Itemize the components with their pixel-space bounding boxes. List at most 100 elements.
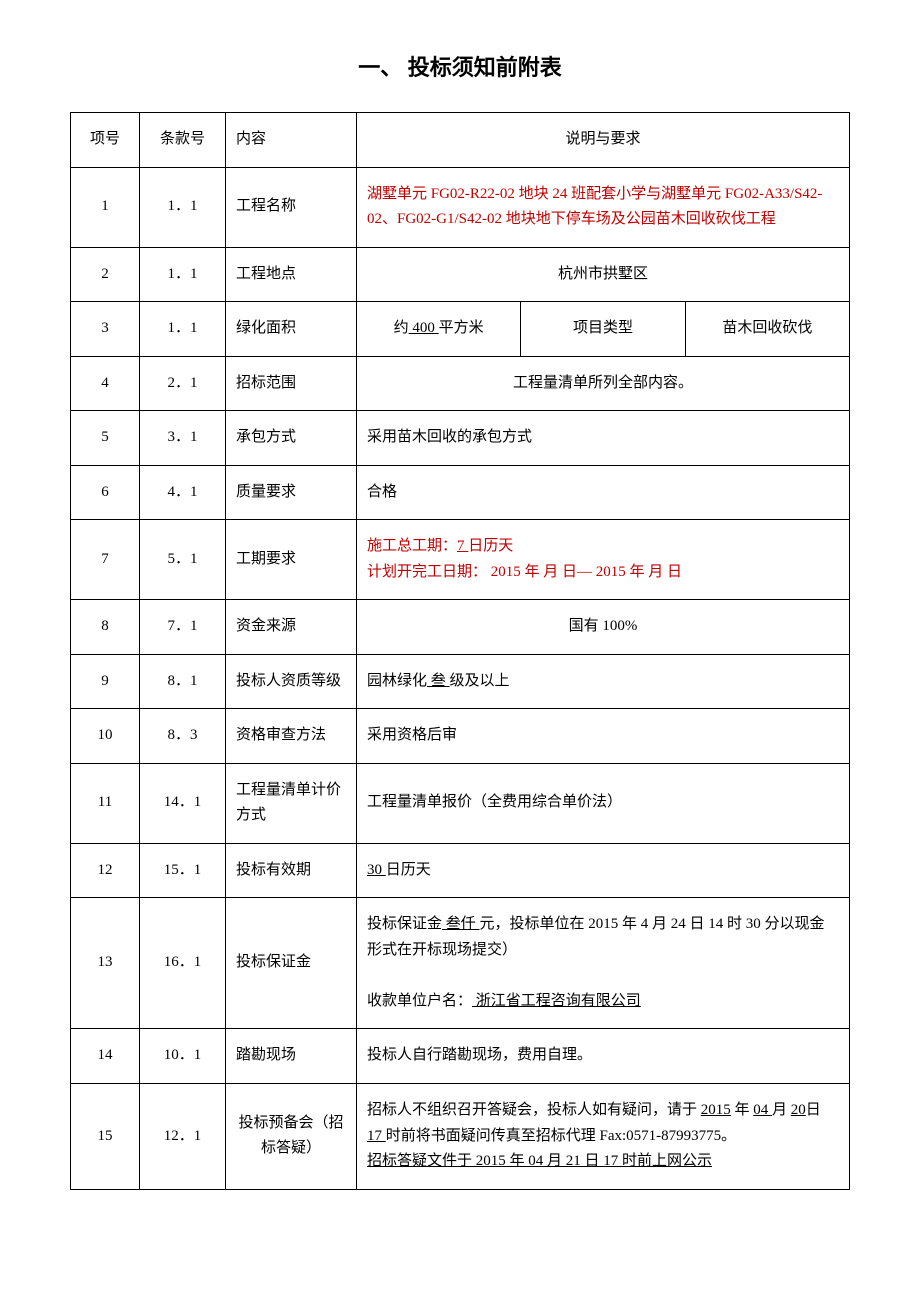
area-prefix: 约 (394, 320, 409, 336)
qual-suffix: 级及以上 (450, 673, 510, 689)
cell-content: 资金来源 (226, 600, 357, 655)
cell-num: 3 (71, 302, 140, 357)
duration-prefix: 施工总工期： (367, 538, 457, 554)
deposit-payee: 浙江省工程咨询有限公司 (472, 993, 641, 1009)
table-row: 5 3．1 承包方式 采用苗木回收的承包方式 (71, 411, 850, 466)
cell-type-label: 项目类型 (521, 302, 685, 357)
qa-p1a: 招标人不组织召开答疑会，投标人如有疑问，请于 (367, 1102, 701, 1118)
cell-clause: 7．1 (140, 600, 226, 655)
duration-value: 7 (457, 538, 468, 554)
validity-suffix: 日历天 (386, 862, 431, 878)
cell-content: 工程名称 (226, 167, 357, 247)
cell-desc: 施工总工期：7 日历天 计划开完工日期： 2015 年 月 日— 2015 年 … (357, 520, 850, 600)
cell-desc: 投标人自行踏勘现场，费用自理。 (357, 1029, 850, 1084)
header-clause: 条款号 (140, 113, 226, 168)
table-row: 9 8．1 投标人资质等级 园林绿化 叁 级及以上 (71, 654, 850, 709)
cell-clause: 8．1 (140, 654, 226, 709)
cell-desc: 合格 (357, 465, 850, 520)
page-title: 一、 投标须知前附表 (70, 50, 850, 82)
table-row: 11 14．1 工程量清单计价方式 工程量清单报价（全费用综合单价法） (71, 763, 850, 843)
qa-month: 04 (753, 1102, 772, 1118)
duration-suffix: 日历天 (468, 538, 513, 554)
cell-num: 6 (71, 465, 140, 520)
cell-content: 工期要求 (226, 520, 357, 600)
cell-num: 15 (71, 1083, 140, 1190)
cell-desc: 投标保证金 叁仟 元，投标单位在 2015 年 4 月 24 日 14 时 30… (357, 898, 850, 1029)
qa-p1e: 时前将书面疑问传真至招标代理 Fax:0571-87993775。 (386, 1128, 736, 1144)
deposit-p1a: 投标保证金 (367, 916, 442, 932)
cell-desc: 招标人不组织召开答疑会，投标人如有疑问，请于 2015 年 04 月 20日 1… (357, 1083, 850, 1190)
cell-clause: 5．1 (140, 520, 226, 600)
cell-clause: 8．3 (140, 709, 226, 764)
bid-instructions-table: 项号 条款号 内容 说明与要求 1 1．1 工程名称 湖墅单元 FG02-R22… (70, 112, 850, 1190)
cell-clause: 1．1 (140, 167, 226, 247)
cell-clause: 14．1 (140, 763, 226, 843)
qa-year: 2015 (701, 1102, 731, 1118)
table-header-row: 项号 条款号 内容 说明与要求 (71, 113, 850, 168)
table-row: 4 2．1 招标范围 工程量清单所列全部内容。 (71, 356, 850, 411)
cell-desc: 采用苗木回收的承包方式 (357, 411, 850, 466)
cell-num: 14 (71, 1029, 140, 1084)
table-row: 13 16．1 投标保证金 投标保证金 叁仟 元，投标单位在 2015 年 4 … (71, 898, 850, 1029)
cell-content: 投标预备会（招标答疑） (226, 1083, 357, 1190)
cell-clause: 1．1 (140, 302, 226, 357)
header-desc: 说明与要求 (357, 113, 850, 168)
cell-num: 7 (71, 520, 140, 600)
cell-area: 约 400 平方米 (357, 302, 521, 357)
cell-desc: 杭州市拱墅区 (357, 247, 850, 302)
cell-num: 12 (71, 843, 140, 898)
header-num: 项号 (71, 113, 140, 168)
cell-content: 招标范围 (226, 356, 357, 411)
cell-clause: 12．1 (140, 1083, 226, 1190)
header-content: 内容 (226, 113, 357, 168)
cell-desc: 园林绿化 叁 级及以上 (357, 654, 850, 709)
qa-p1c: 月 (772, 1102, 791, 1118)
cell-clause: 4．1 (140, 465, 226, 520)
qa-hour: 17 (367, 1128, 386, 1144)
cell-content: 工程地点 (226, 247, 357, 302)
cell-desc: 采用资格后审 (357, 709, 850, 764)
cell-content: 资格审查方法 (226, 709, 357, 764)
area-value: 400 (409, 320, 439, 336)
cell-num: 1 (71, 167, 140, 247)
cell-content: 质量要求 (226, 465, 357, 520)
qa-p1b: 年 (731, 1102, 754, 1118)
qual-level: 叁 (427, 673, 450, 689)
validity-days: 30 (367, 862, 386, 878)
table-row: 12 15．1 投标有效期 30 日历天 (71, 843, 850, 898)
cell-desc: 工程量清单报价（全费用综合单价法） (357, 763, 850, 843)
cell-desc: 国有 100% (357, 600, 850, 655)
cell-content: 投标有效期 (226, 843, 357, 898)
cell-content: 绿化面积 (226, 302, 357, 357)
cell-num: 9 (71, 654, 140, 709)
cell-clause: 16．1 (140, 898, 226, 1029)
cell-desc: 湖墅单元 FG02-R22-02 地块 24 班配套小学与湖墅单元 FG02-A… (357, 167, 850, 247)
cell-clause: 1．1 (140, 247, 226, 302)
cell-num: 13 (71, 898, 140, 1029)
cell-num: 8 (71, 600, 140, 655)
cell-content: 投标人资质等级 (226, 654, 357, 709)
qa-day: 20 (791, 1102, 806, 1118)
deposit-amount: 叁仟 (442, 916, 480, 932)
table-row: 7 5．1 工期要求 施工总工期：7 日历天 计划开完工日期： 2015 年 月… (71, 520, 850, 600)
table-row: 8 7．1 资金来源 国有 100% (71, 600, 850, 655)
table-row: 2 1．1 工程地点 杭州市拱墅区 (71, 247, 850, 302)
cell-clause: 3．1 (140, 411, 226, 466)
table-row: 1 1．1 工程名称 湖墅单元 FG02-R22-02 地块 24 班配套小学与… (71, 167, 850, 247)
table-row: 6 4．1 质量要求 合格 (71, 465, 850, 520)
cell-content: 承包方式 (226, 411, 357, 466)
cell-content: 工程量清单计价方式 (226, 763, 357, 843)
cell-clause: 10．1 (140, 1029, 226, 1084)
cell-content: 投标保证金 (226, 898, 357, 1029)
cell-type-value: 苗木回收砍伐 (685, 302, 849, 357)
cell-num: 10 (71, 709, 140, 764)
table-row: 10 8．3 资格审查方法 采用资格后审 (71, 709, 850, 764)
qa-p2: 招标答疑文件于 2015 年 04 月 21 日 17 时前上网公示 (367, 1153, 712, 1169)
cell-num: 4 (71, 356, 140, 411)
table-row: 3 1．1 绿化面积 约 400 平方米 项目类型 苗木回收砍伐 (71, 302, 850, 357)
cell-num: 5 (71, 411, 140, 466)
schedule-line: 计划开完工日期： 2015 年 月 日— 2015 年 月 日 (367, 564, 682, 580)
cell-desc: 工程量清单所列全部内容。 (357, 356, 850, 411)
qa-p1d: 日 (806, 1102, 821, 1118)
cell-content: 踏勘现场 (226, 1029, 357, 1084)
